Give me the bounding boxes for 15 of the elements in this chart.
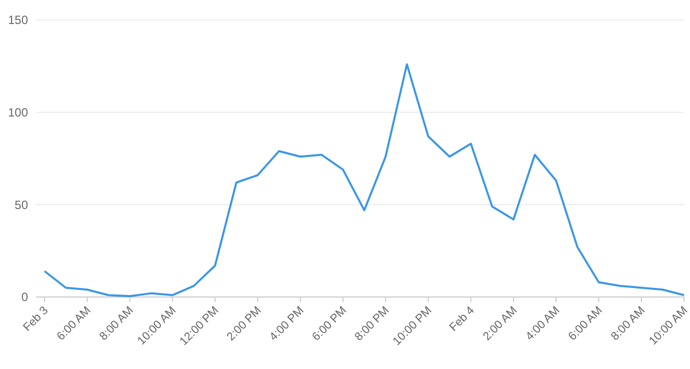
x-tick-label: 8:00 AM: [609, 304, 648, 343]
x-tick-label: 4:00 PM: [268, 304, 306, 344]
x-tick-label: 6:00 AM: [54, 304, 94, 343]
x-tick-label: 8:00 AM: [98, 304, 136, 343]
line-series: [44, 63, 685, 298]
x-tick-label: Feb 3: [21, 304, 51, 334]
x-tick-label: Feb 4: [448, 304, 478, 334]
x-tick-label: 6:00 AM: [566, 304, 605, 343]
x-tick-label: 4:00 AM: [524, 304, 562, 343]
y-tick-label: 100: [8, 106, 28, 120]
y-tick-label: 150: [8, 13, 28, 28]
y-tick-label: 0: [21, 290, 28, 304]
x-tick-label: 8:00 PM: [352, 304, 392, 344]
x-tick-label: 6:00 PM: [310, 304, 350, 344]
y-tick-label: 50: [14, 198, 28, 212]
